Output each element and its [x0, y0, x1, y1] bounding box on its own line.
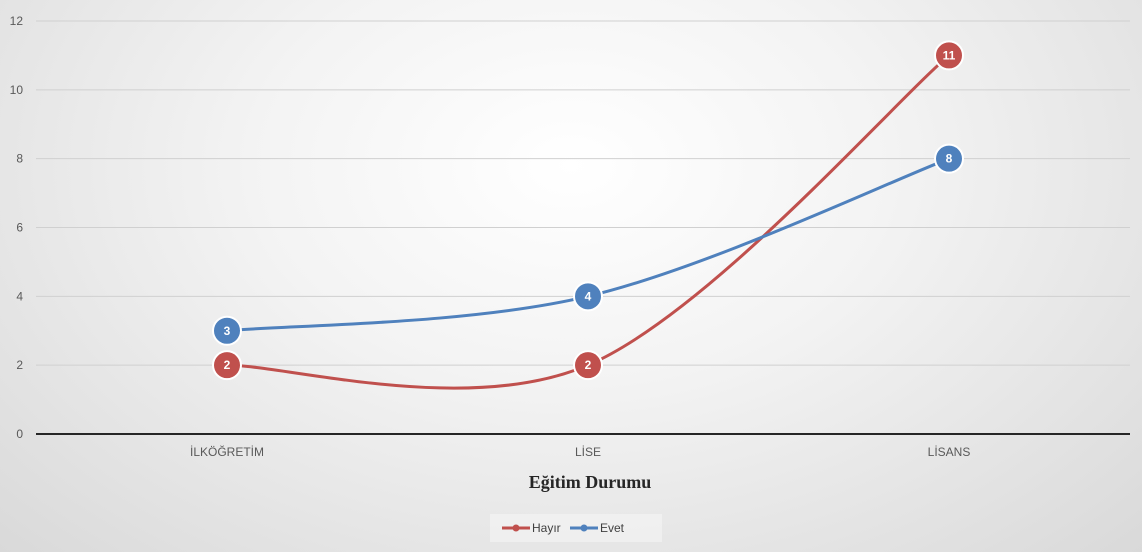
series: 2 2 11 3 4 8 — [212, 40, 964, 390]
gridlines — [36, 20, 1130, 366]
data-label: 2 — [585, 358, 592, 372]
x-axis-title: Eğitim Durumu — [529, 472, 652, 492]
y-tick-label: 0 — [16, 427, 23, 441]
data-label: 11 — [943, 48, 956, 62]
data-point-marker — [934, 40, 964, 71]
data-label: 3 — [224, 324, 231, 338]
legend-swatch-marker — [512, 524, 520, 532]
data-point-marker — [212, 350, 242, 381]
x-tick-label: LİSANS — [928, 445, 971, 459]
x-tick-label: İLKÖĞRETİM — [190, 444, 264, 459]
data-label: 2 — [224, 358, 231, 372]
data-point-marker — [573, 350, 603, 381]
series-line-0 — [225, 53, 951, 390]
data-label: 4 — [585, 289, 592, 303]
legend-swatch-marker — [580, 524, 588, 532]
y-tick-label: 4 — [16, 289, 23, 303]
y-tick-label: 2 — [16, 358, 23, 372]
y-tick-label: 10 — [10, 83, 24, 97]
y-tick-label: 12 — [10, 14, 24, 28]
data-point-marker — [934, 143, 964, 174]
y-tick-label: 6 — [16, 221, 23, 235]
axes: 0 2 4 6 8 10 12 İLKÖĞRETİM LİSE LİSANS — [10, 14, 1130, 459]
data-point-marker — [573, 281, 603, 312]
x-tick-label: LİSE — [575, 445, 601, 459]
data-label: 8 — [946, 152, 953, 166]
legend: Hayır Evet — [490, 514, 662, 542]
data-point-marker — [212, 315, 242, 346]
legend-label: Hayır — [532, 521, 561, 535]
legend-label: Evet — [600, 521, 625, 535]
y-tick-label: 8 — [16, 152, 23, 166]
